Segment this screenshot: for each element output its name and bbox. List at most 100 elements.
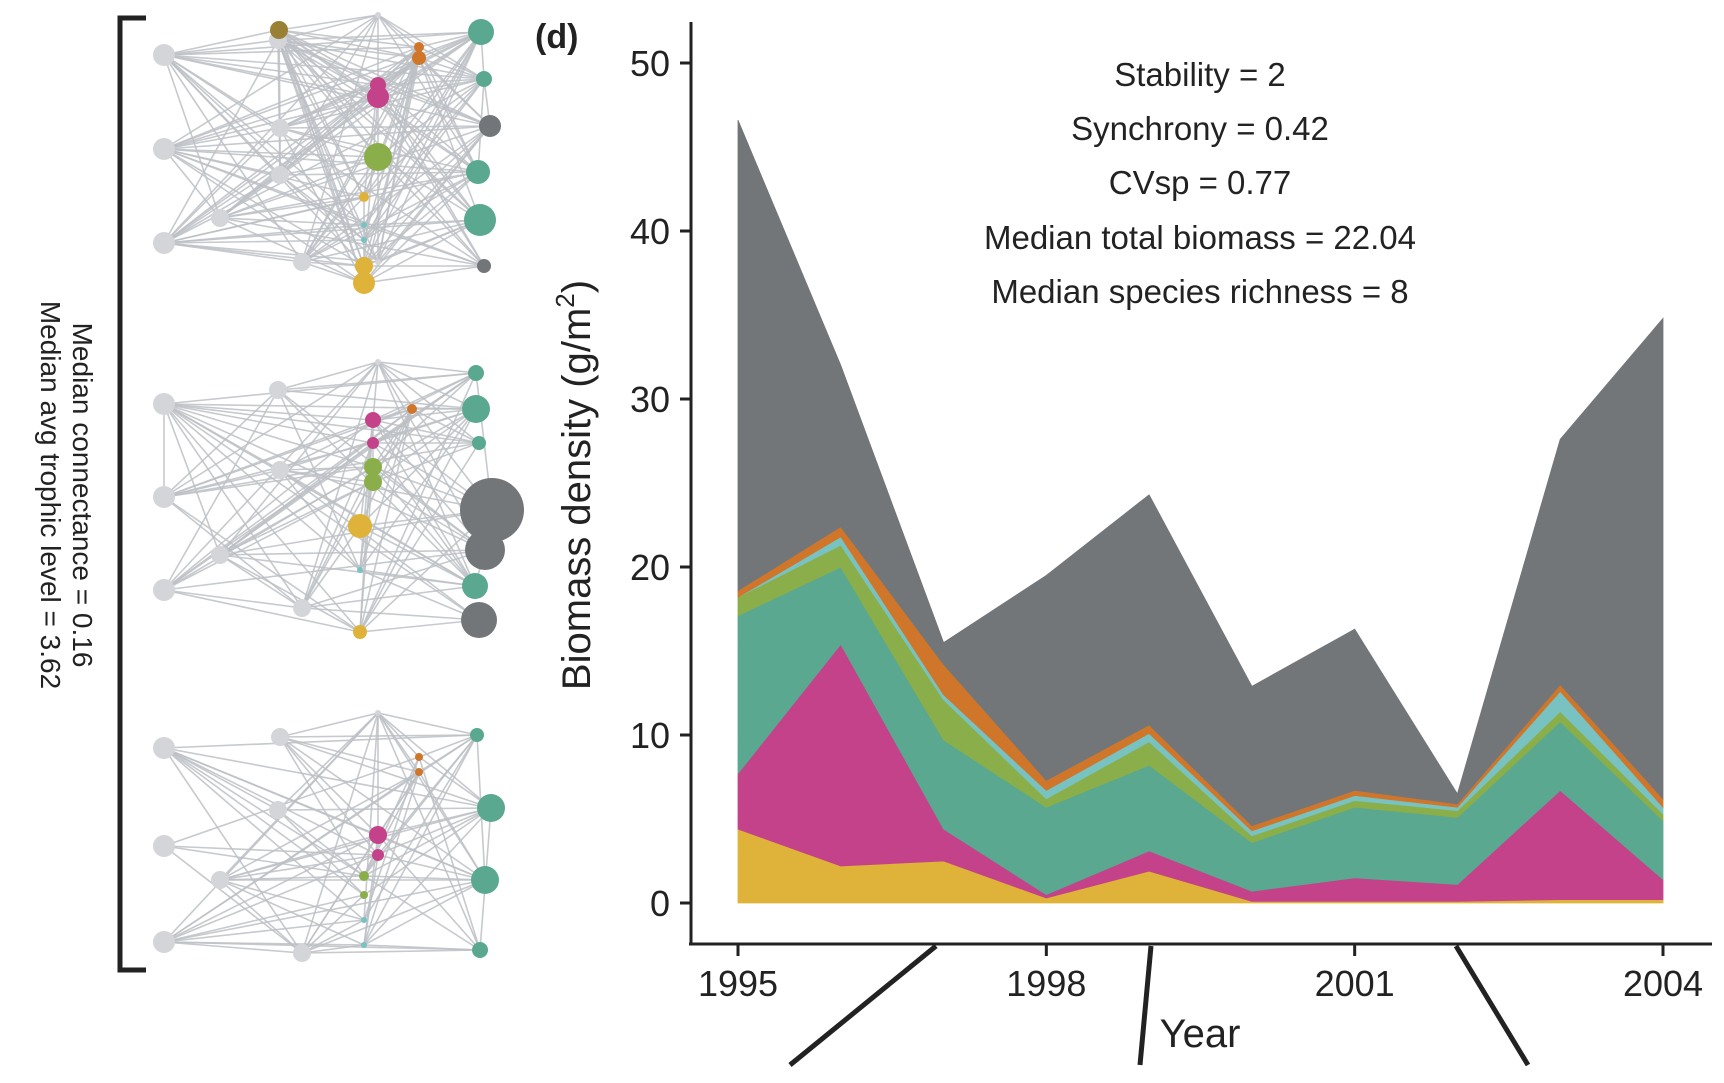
network-edge [163, 403, 361, 571]
stat-median-biomass: Median total biomass = 22.04 [984, 219, 1416, 256]
food-web-network-2 [153, 359, 524, 639]
food-web-network-1 [153, 12, 501, 294]
network-node [375, 259, 381, 265]
network-edge [163, 389, 279, 498]
network-edge [377, 31, 482, 98]
network-edge [359, 408, 477, 527]
network-edge [163, 589, 361, 633]
network-edge [163, 403, 374, 444]
network-edge [301, 712, 379, 954]
network-node [468, 365, 484, 381]
network-edge [363, 944, 481, 951]
network-edge [277, 31, 482, 41]
network-edge [219, 125, 491, 219]
network-edge [363, 879, 486, 946]
y-axis-label-superscript: 2 [550, 293, 580, 307]
network-edge [278, 29, 365, 267]
network-edge [277, 389, 361, 571]
network-edge [301, 949, 481, 954]
network-edge [163, 31, 482, 56]
network-node [375, 12, 381, 18]
network-edge [359, 442, 480, 633]
network-node [153, 579, 175, 601]
network-edge [219, 879, 365, 921]
network-edge [278, 29, 365, 198]
network-node [367, 86, 389, 108]
network-edge [163, 549, 486, 591]
y-tick-label: 40 [630, 211, 670, 252]
network-edge [219, 712, 379, 881]
network-node [211, 209, 229, 227]
network-edge [418, 771, 486, 881]
connector-line-2 [1137, 945, 1154, 1066]
network-node [375, 359, 381, 365]
network-edge [219, 217, 485, 267]
network-edge [377, 712, 492, 809]
network-edge [301, 261, 365, 267]
network-edge [372, 408, 413, 468]
network-edge [277, 807, 492, 811]
network-node [153, 486, 175, 508]
network-node [465, 530, 505, 570]
network-node [372, 849, 384, 861]
network-edge [163, 734, 478, 749]
network-node [271, 461, 289, 479]
network-edge [163, 219, 481, 244]
network-node [153, 737, 175, 759]
network-edge [219, 554, 303, 609]
network-edge [301, 14, 379, 263]
network-edge [372, 442, 476, 587]
network-edge [372, 419, 480, 444]
y-tick-label: 30 [630, 379, 670, 420]
network-edge [301, 361, 379, 609]
network-edge [372, 419, 476, 587]
network-edge [278, 29, 420, 59]
network-node [361, 942, 367, 948]
network-edge [163, 242, 365, 267]
network-edge [163, 403, 480, 621]
network-edge [163, 54, 303, 263]
food-web-network-3 [153, 710, 505, 962]
x-axis-label: Year [1160, 1012, 1241, 1056]
stacked-areas [737, 119, 1664, 904]
network-edge [163, 84, 379, 150]
network-edge [163, 54, 221, 219]
network-node [153, 393, 175, 415]
stat-median-richness: Median species richness = 8 [991, 273, 1408, 310]
network-edge [418, 734, 478, 773]
network-nodes [153, 12, 501, 294]
network-edge [301, 442, 374, 609]
network-edge [163, 29, 280, 56]
network-edge [363, 734, 478, 921]
network-node [353, 272, 375, 294]
network-edge [163, 481, 374, 591]
network-edge [163, 14, 379, 244]
network-edge [279, 174, 379, 263]
y-axis-label: Biomass density (g/m2) [550, 280, 599, 690]
network-edge [363, 171, 479, 284]
network-edge [279, 469, 476, 587]
network-edge [163, 747, 379, 856]
network-edge [363, 219, 481, 226]
network-edge [377, 361, 477, 374]
network-edge [278, 29, 481, 221]
network-edge [377, 834, 481, 951]
food-web-network-panel [153, 12, 524, 962]
network-edge [279, 736, 420, 773]
network-node [361, 222, 367, 228]
network-edge [363, 807, 492, 877]
network-edge [418, 57, 481, 221]
network-node [470, 728, 484, 742]
network-edge [279, 57, 420, 176]
connector-line-3 [1453, 944, 1531, 1067]
network-edge [163, 389, 279, 591]
network-edge [163, 39, 279, 244]
y-tick-label: 0 [650, 883, 670, 924]
network-edge [377, 14, 485, 80]
network-node [361, 917, 367, 923]
network-edge [377, 14, 420, 48]
network-edge [372, 372, 477, 444]
network-edge [278, 29, 379, 86]
network-edge [219, 771, 420, 881]
network-edge [163, 39, 279, 56]
